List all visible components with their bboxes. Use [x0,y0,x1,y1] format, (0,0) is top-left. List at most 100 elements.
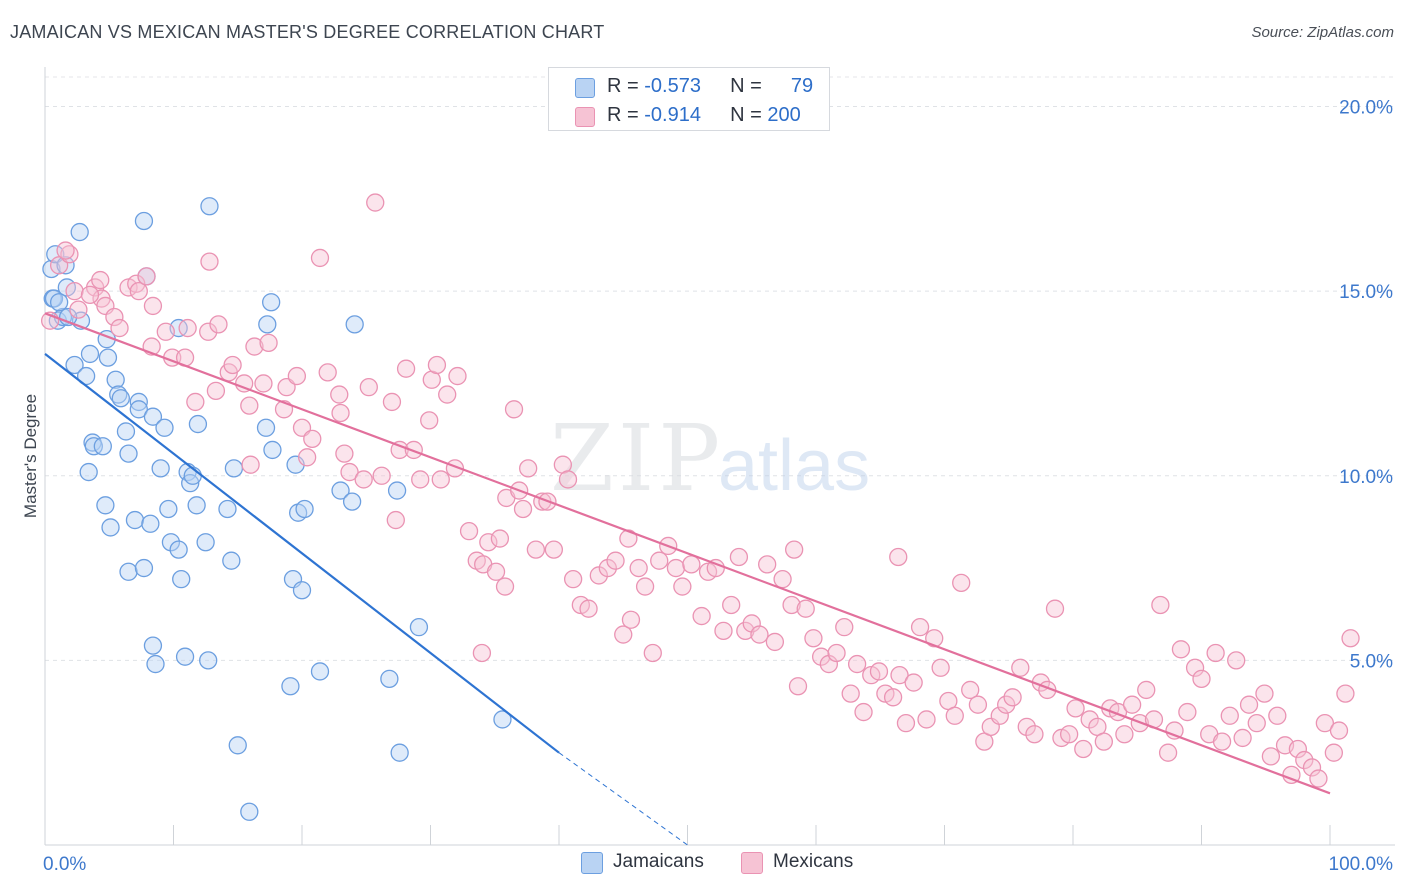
data-point [310,662,330,681]
data-point [495,577,515,596]
jamaicans-points [42,197,512,821]
data-point [619,529,638,548]
data-point [258,315,277,334]
data-point [340,462,359,482]
data-point [186,392,205,412]
data-point [111,389,130,408]
data-point [1206,643,1225,663]
data-point [1288,739,1308,759]
data-point [890,666,909,685]
data-point [200,197,219,216]
data-point [134,211,154,231]
data-point [80,344,100,364]
data-point [1239,695,1259,714]
data-point [396,359,416,378]
data-point [199,651,218,670]
data-point [119,444,138,463]
data-point [240,802,259,821]
data-point [1233,728,1252,748]
axis-labels: 5.0% 10.0% 15.0% 20.0% 0.0% 100.0% Master's De… [21,98,1393,875]
data-point [129,282,148,301]
data-point [968,695,988,714]
data-point [650,551,669,570]
data-point [223,355,242,375]
data-point [448,366,467,386]
data-point [80,285,100,304]
data-point [199,322,218,341]
jamaicans-swatch [575,78,595,98]
data-point [1329,721,1349,740]
data-point [782,595,801,615]
data-point [222,551,241,570]
data-point [125,510,145,530]
bottom-legend-mexicans-swatch [741,852,763,874]
data-point [181,474,200,493]
data-point [692,606,711,626]
data-point [380,669,399,688]
data-point [49,293,69,312]
data-point [925,629,944,648]
data-point [931,658,950,677]
data-point [98,348,118,367]
data-point [729,547,749,567]
data-point [382,392,402,412]
data-point [1227,651,1246,670]
data-point [990,706,1009,725]
data-point [811,647,831,666]
data-point [172,570,191,589]
data-point [827,643,846,663]
x-tick-label-start: 0.0% [43,854,86,875]
data-point [997,695,1016,714]
data-point [200,252,219,271]
data-point [1003,688,1022,707]
data-point [105,307,124,327]
data-point [1137,680,1156,700]
data-point [459,522,479,541]
data-point [1094,732,1113,751]
data-point [241,455,260,474]
data-point [287,366,307,386]
data-point [209,315,228,334]
data-point [390,743,409,762]
data-point [141,514,160,533]
data-point [558,470,578,489]
data-point [259,333,278,352]
axes [44,67,1395,846]
jamaicans-trend-extension [558,752,688,846]
jamaicans-trend-line [44,353,560,754]
data-point [106,370,125,389]
data-point [263,440,282,460]
data-point [563,570,583,589]
data-point [345,315,364,334]
data-point [175,647,195,666]
data-point [254,374,273,393]
bottom-legend-jamaicans-swatch [581,852,603,874]
data-point [79,462,98,482]
chart-source: Source: ZipAtlas.com [1251,24,1394,41]
data-point [606,551,625,570]
data-point [1059,725,1079,744]
data-point [1074,739,1093,759]
watermark-zip: ZIP [550,405,724,512]
data-point [161,533,181,552]
data-point [750,625,769,644]
data-point [666,558,686,578]
data-point [409,618,429,637]
data-point [65,282,84,301]
legend-n-label: N = [730,75,762,97]
data-point [1336,684,1355,703]
y-tick-label: 20.0% [1339,98,1393,119]
data-point [1122,695,1142,714]
data-point [635,577,655,596]
data-point [504,400,524,419]
data-point [765,632,785,652]
legend-r-value: -0.914 [644,104,701,126]
data-point [1011,658,1030,677]
data-point [896,714,916,733]
bottom-legend-jamaicans: Jamaicans [613,851,704,872]
data-point [1045,599,1065,618]
data-point [917,710,936,729]
data-point [119,562,138,581]
data-point [513,499,533,519]
